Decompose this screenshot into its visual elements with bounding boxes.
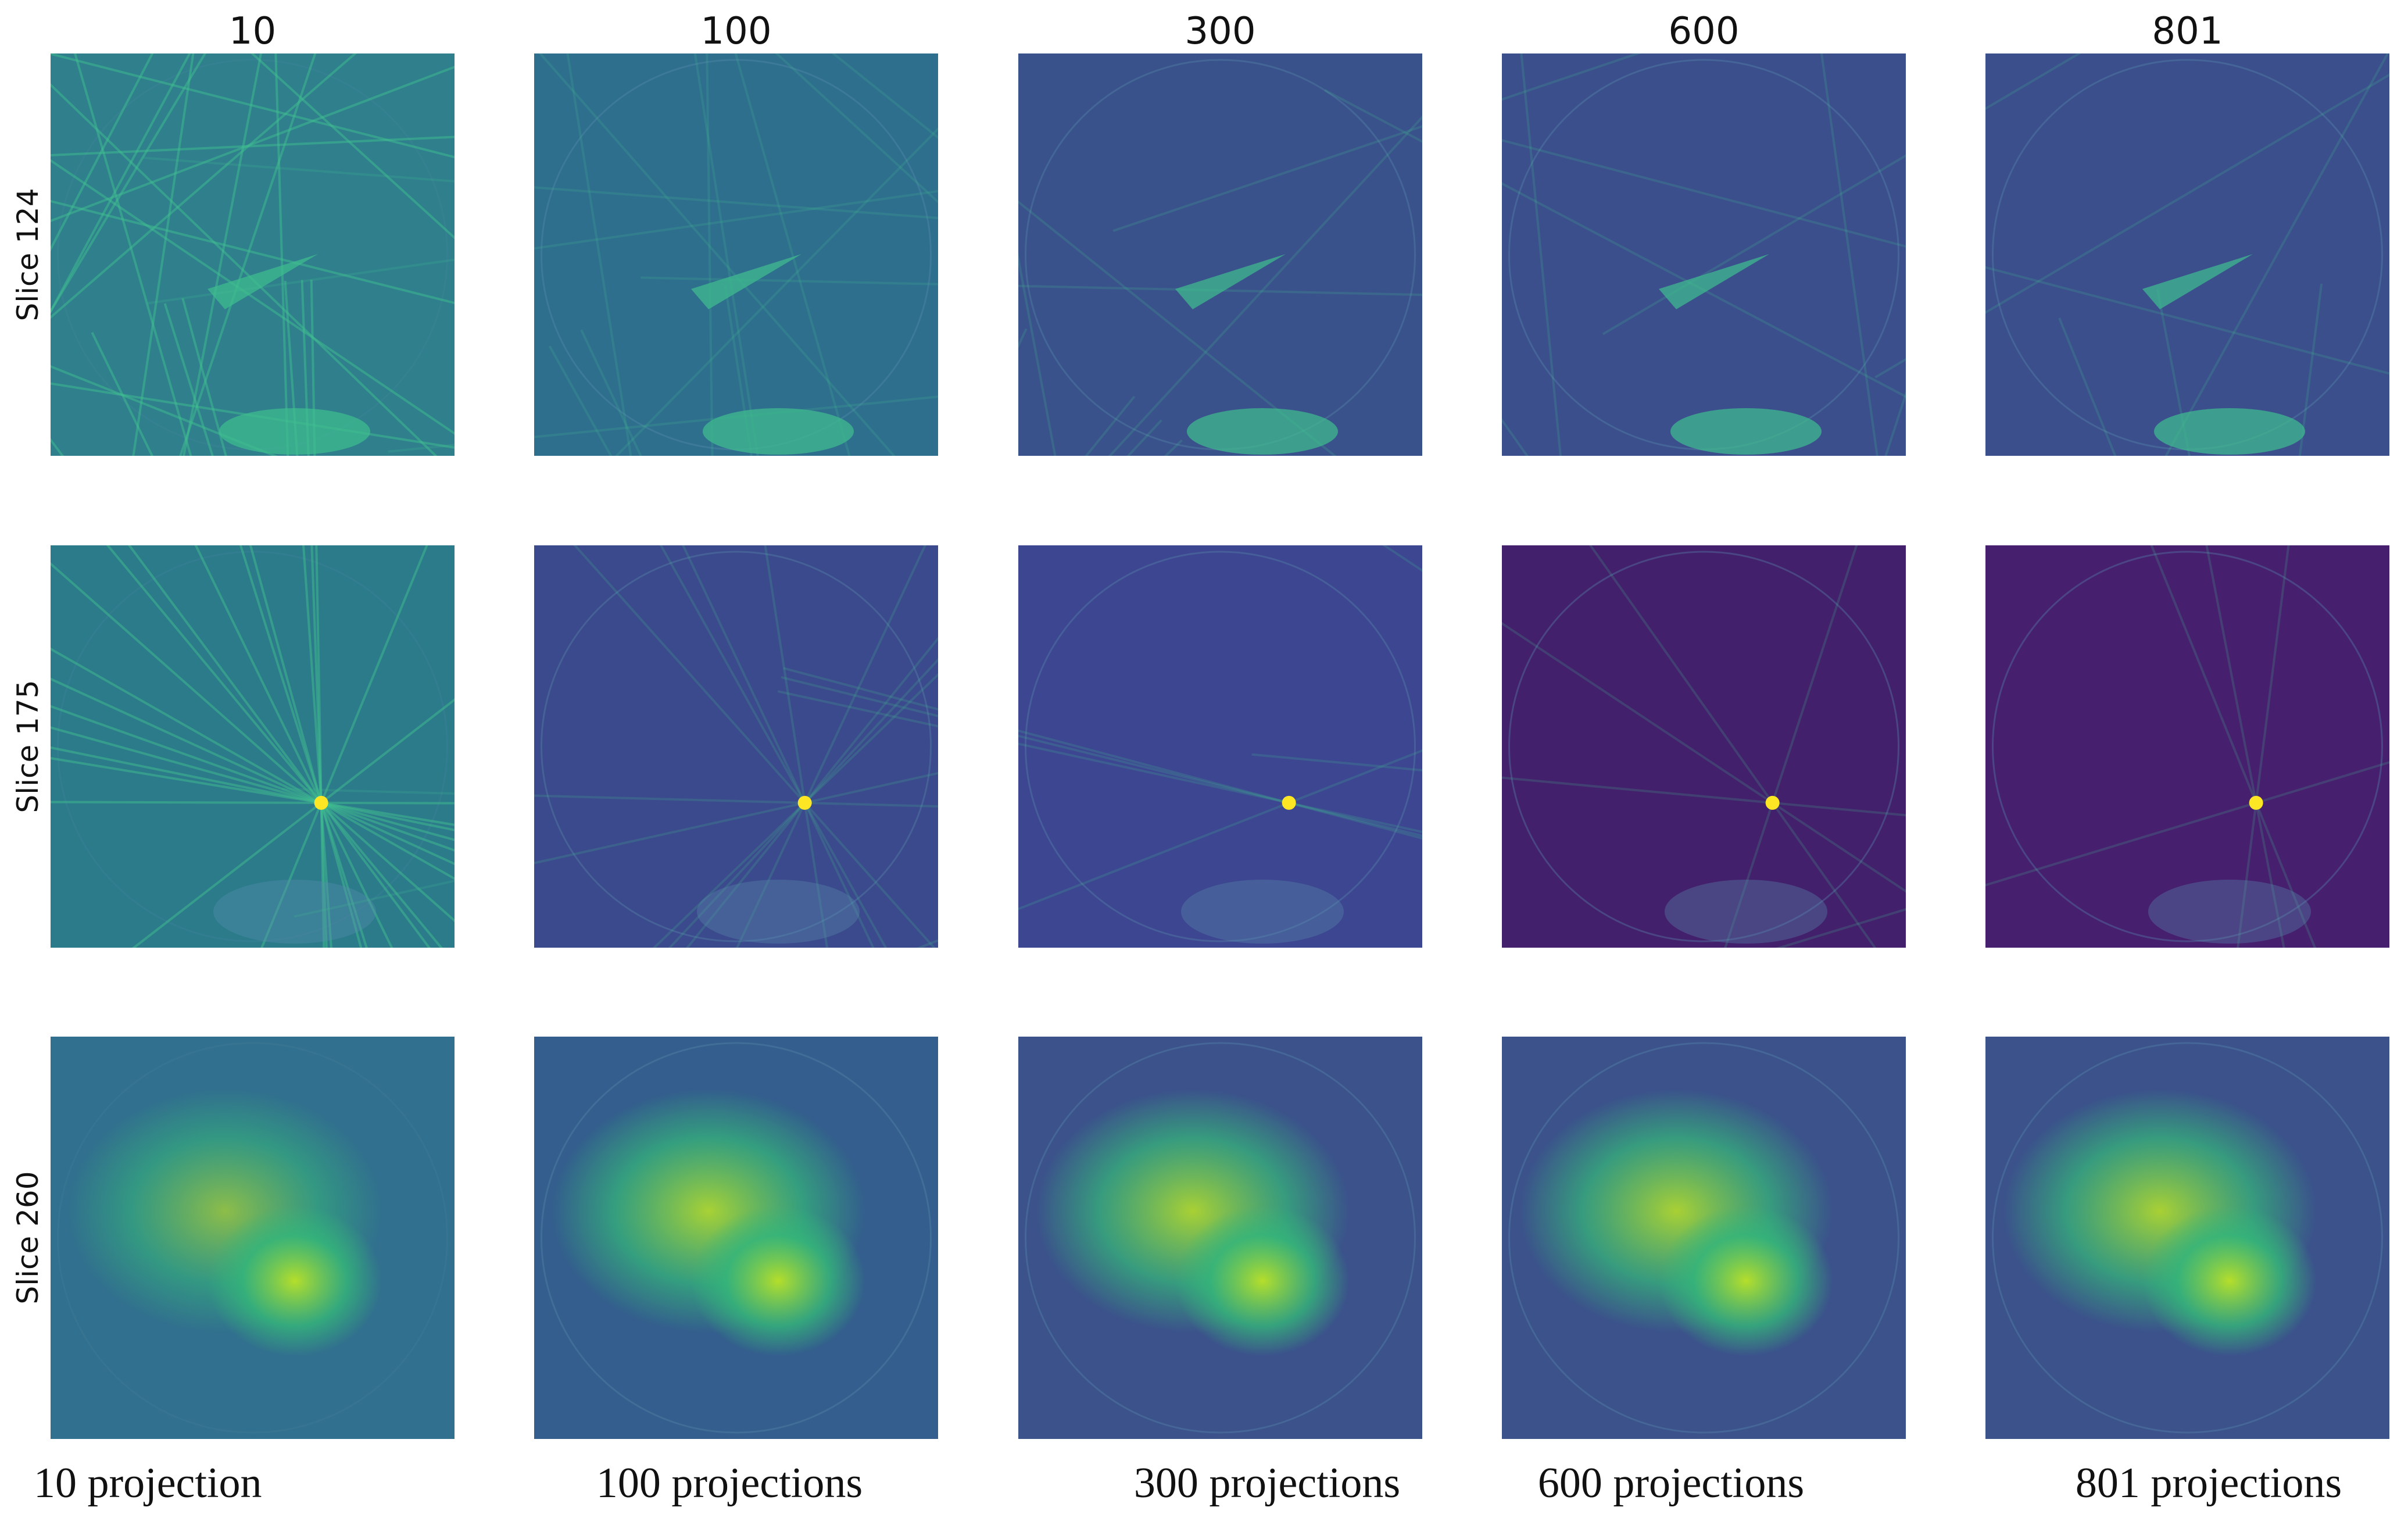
panel-bg xyxy=(1502,53,1906,456)
feature xyxy=(1659,254,1769,309)
fov-circle xyxy=(1025,551,1416,942)
caption: 10 projection xyxy=(34,1459,262,1507)
feature xyxy=(1665,880,1827,944)
reconstruction-panel xyxy=(1252,305,2293,1300)
bright-spot xyxy=(797,795,812,810)
streak xyxy=(0,0,347,608)
margin xyxy=(2389,0,2408,1525)
blob xyxy=(1175,1205,1350,1356)
reconstruction-panel xyxy=(51,1037,455,1439)
fov-circle xyxy=(541,1042,932,1434)
reconstruction-panel xyxy=(641,0,1687,966)
streak xyxy=(0,0,433,571)
streak xyxy=(0,0,588,537)
reconstruction-panel xyxy=(1502,1037,1906,1439)
column-header: 10 xyxy=(229,10,276,53)
fov-circle xyxy=(541,551,932,942)
feature xyxy=(1181,880,1344,944)
feature xyxy=(2148,880,2311,944)
margin xyxy=(0,456,2408,545)
streak xyxy=(0,0,330,715)
fov-circle xyxy=(1025,1042,1416,1434)
column-header: 801 xyxy=(2152,10,2223,53)
reconstruction-panel xyxy=(144,0,1429,914)
feature xyxy=(2142,254,2253,309)
panel-bg xyxy=(1985,53,2389,456)
reconstruction-panel xyxy=(534,1037,938,1439)
blob xyxy=(1659,1205,1833,1356)
caption: 600 projections xyxy=(1538,1459,1804,1507)
panel-bg xyxy=(1018,53,1422,456)
column-header: 300 xyxy=(1185,10,1255,53)
reconstruction-panel xyxy=(1488,0,2408,604)
panel-bg xyxy=(1018,545,1422,948)
panel-bg xyxy=(534,545,938,948)
bright-spot xyxy=(2249,795,2263,810)
row-label: Slice 175 xyxy=(11,680,45,813)
fov-circle xyxy=(1508,1042,1899,1434)
margin xyxy=(455,0,534,1525)
margin xyxy=(0,948,2408,1037)
blob xyxy=(691,1205,865,1356)
margin xyxy=(0,1439,2408,1525)
feature xyxy=(1175,254,1286,309)
row-label: Slice 260 xyxy=(11,1171,45,1304)
feature xyxy=(1187,408,1338,455)
margin xyxy=(0,0,51,1525)
bright-spot xyxy=(1765,795,1780,810)
reconstruction-panel xyxy=(1985,1037,2389,1439)
feature xyxy=(691,254,802,309)
panel-bg xyxy=(51,53,455,456)
margin xyxy=(0,0,2408,53)
row-label: Slice 124 xyxy=(11,188,45,321)
streak xyxy=(1488,137,2408,402)
blob xyxy=(207,1205,382,1356)
caption: 100 projections xyxy=(596,1459,863,1507)
streak xyxy=(489,0,652,590)
fov-circle xyxy=(1508,551,1899,942)
feature xyxy=(697,880,860,944)
feature xyxy=(213,880,376,944)
panel-bg xyxy=(534,53,938,456)
reconstruction-panel xyxy=(1113,0,2250,894)
fov-circle xyxy=(1992,1042,2383,1434)
margin xyxy=(1906,0,1985,1525)
column-header: 100 xyxy=(700,10,771,53)
bright-spot xyxy=(1282,795,1296,810)
column-header: 600 xyxy=(1668,10,1739,53)
feature xyxy=(207,254,318,309)
caption: 300 projections xyxy=(1134,1459,1400,1507)
fov-circle xyxy=(1992,551,2383,942)
margin xyxy=(938,0,1018,1525)
streak xyxy=(1113,0,2104,231)
caption: 801 projections xyxy=(2076,1459,2342,1507)
feature xyxy=(1670,408,1822,455)
streak xyxy=(1875,0,2408,377)
panel-bg xyxy=(1985,545,2389,948)
reconstruction-panel xyxy=(1018,1037,1422,1439)
reconstruction-panel xyxy=(778,545,1800,994)
bright-spot xyxy=(314,795,328,810)
feature xyxy=(2154,408,2305,455)
fov-circle xyxy=(57,1042,448,1434)
streak xyxy=(2084,0,2408,604)
margin xyxy=(1422,0,1502,1525)
blob xyxy=(2142,1205,2317,1356)
streak xyxy=(1603,0,2408,334)
reconstruction-panel xyxy=(0,0,947,871)
feature xyxy=(703,408,854,455)
panel-bg xyxy=(1502,545,1906,948)
